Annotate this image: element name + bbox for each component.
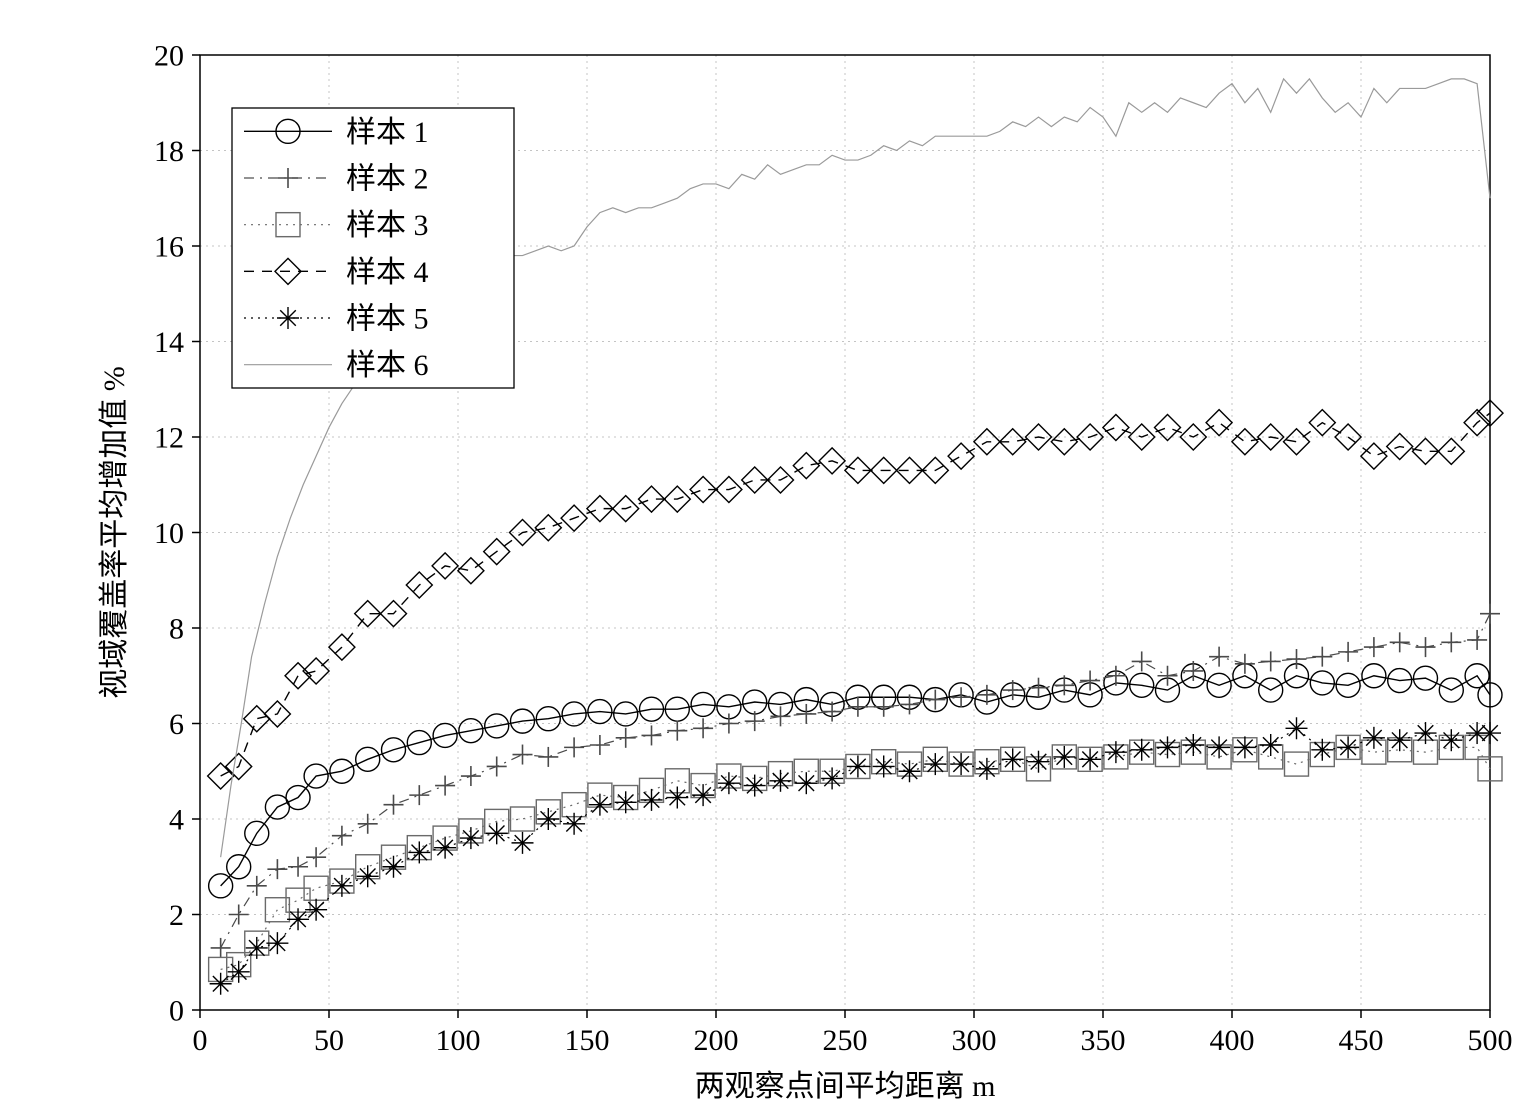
legend-label: 样本 6 [346,349,429,382]
y-tick-label: 8 [169,613,184,646]
x-tick-label: 250 [823,1024,868,1057]
y-tick-label: 20 [154,40,184,73]
y-tick-label: 2 [169,899,184,932]
y-tick-label: 16 [154,231,184,264]
x-tick-label: 300 [952,1024,997,1057]
legend-label: 样本 1 [346,116,429,149]
y-tick-label: 0 [169,995,184,1028]
y-tick-label: 4 [169,804,184,837]
legend-label: 样本 5 [346,303,429,336]
y-tick-label: 6 [169,708,184,741]
y-axis-label: 视域覆盖率平均增加值 % [98,366,131,699]
x-tick-label: 100 [436,1024,481,1057]
y-tick-label: 18 [154,135,184,168]
legend: 样本 1 样本 2 样本 3 样本 4 样本 5 样本 6 [232,108,514,388]
x-tick-label: 500 [1468,1024,1513,1057]
x-tick-label: 200 [694,1024,739,1057]
x-tick-label: 350 [1081,1024,1126,1057]
legend-label: 样本 3 [346,209,429,242]
y-tick-label: 12 [154,422,184,455]
x-tick-label: 150 [565,1024,610,1057]
y-tick-label: 10 [154,517,184,550]
legend-label: 样本 4 [346,256,429,289]
x-tick-label: 450 [1339,1024,1384,1057]
x-tick-label: 400 [1210,1024,1255,1057]
x-tick-label: 0 [193,1024,208,1057]
legend-label: 样本 2 [346,163,429,196]
x-axis-label: 两观察点间平均距离 m [695,1070,996,1103]
line-chart: 0 50 100 150 200 250 300 350 400 450 500 0 2 4 6 8 10 12 1… [0,0,1524,1111]
x-tick-label: 50 [314,1024,344,1057]
y-tick-label: 14 [154,326,184,359]
